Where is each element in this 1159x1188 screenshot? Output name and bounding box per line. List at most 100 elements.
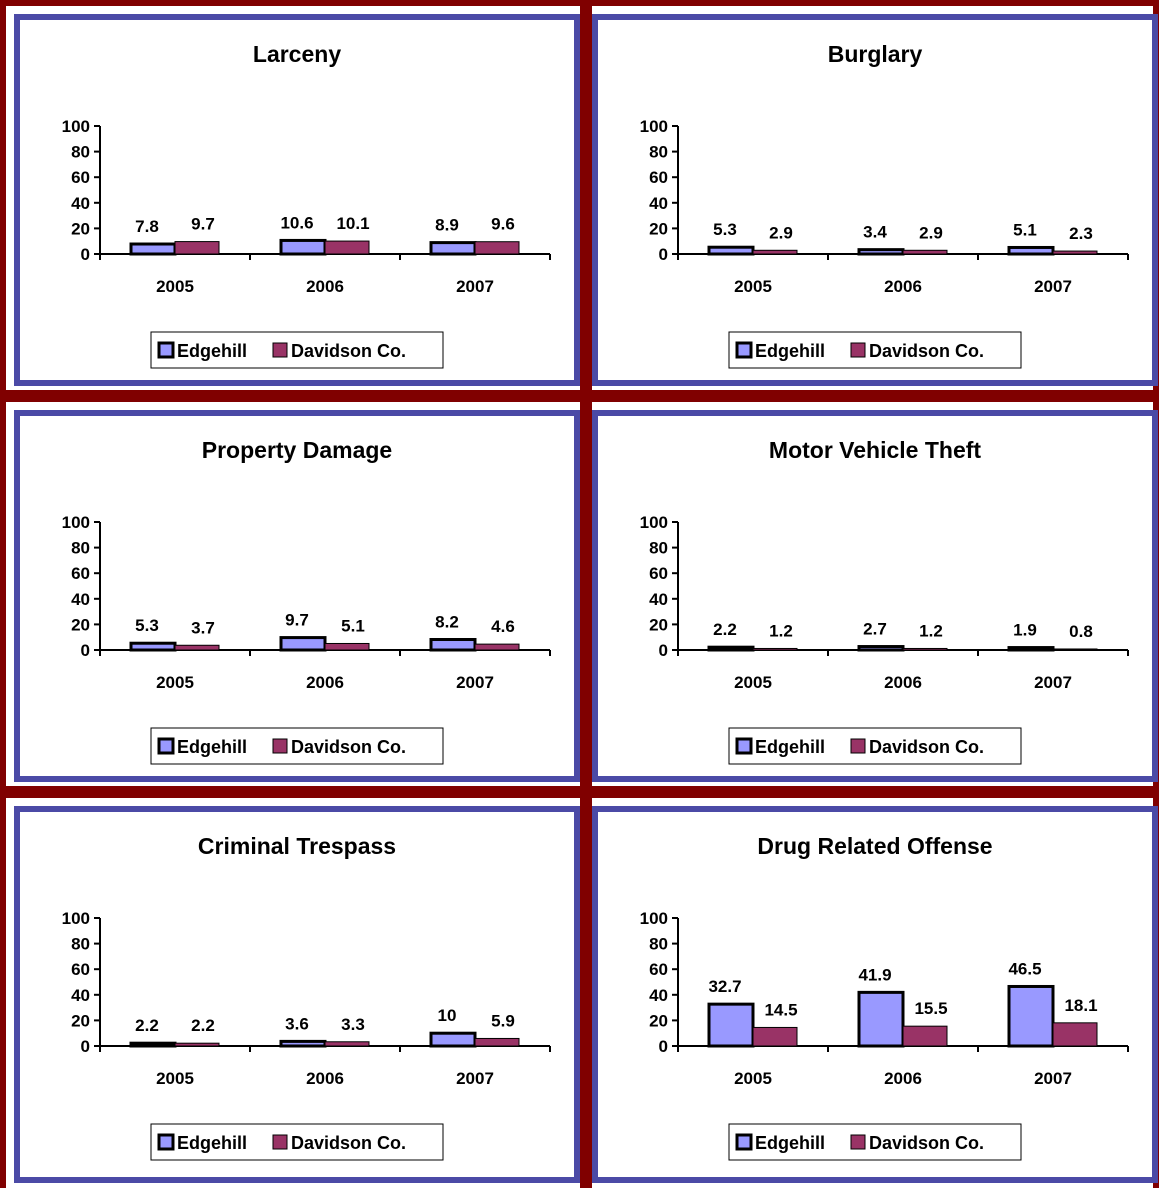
data-label: 2.9 xyxy=(769,223,793,242)
bar-edgehill-2005 xyxy=(129,641,177,652)
chart-panel-criminal-trespass: Criminal Trespass 0 20 40 60 80 100 2005 2.2 2.2 2… xyxy=(14,806,580,1183)
divider-row-1 xyxy=(0,390,1159,402)
chart-panel-drug-related-offense: Drug Related Offense 0 20 40 60 80 100 2005 32.7… xyxy=(592,806,1158,1183)
x-tick-label: 2007 xyxy=(1034,277,1072,296)
y-tick-label: 80 xyxy=(649,935,668,954)
y-tick-label: 0 xyxy=(81,245,90,264)
data-label: 4.6 xyxy=(491,617,515,636)
bar-edgehill-2007 xyxy=(429,241,477,256)
data-label: 10 xyxy=(438,1006,457,1025)
bar-edgehill-2005 xyxy=(707,245,755,256)
bar-edgehill-2006 xyxy=(857,248,905,256)
data-label: 10.1 xyxy=(336,214,369,233)
bar-davidson-co-2007 xyxy=(474,1037,520,1047)
legend-box xyxy=(728,727,1022,765)
y-tick-label: 60 xyxy=(649,564,668,583)
data-label: 46.5 xyxy=(1008,959,1041,978)
y-tick-label: 100 xyxy=(62,513,90,532)
x-tick-label: 2005 xyxy=(156,1069,194,1088)
x-tick-label: 2007 xyxy=(456,277,494,296)
y-tick-label: 40 xyxy=(71,590,90,609)
bar-davidson-co-2007 xyxy=(474,643,520,651)
chart-drug-related-offense: Drug Related Offense 0 20 40 60 80 100 2005 32.7… xyxy=(640,833,1129,1161)
x-tick-label: 2005 xyxy=(734,277,772,296)
bar-davidson-co-2007 xyxy=(1052,1022,1098,1047)
legend-label-davidson-co: Davidson Co. xyxy=(291,341,406,361)
y-tick-label: 0 xyxy=(659,641,668,660)
y-tick-label: 80 xyxy=(649,143,668,162)
data-label: 2.3 xyxy=(1069,224,1093,243)
chart-panel-larceny: Larceny 0 20 40 60 80 100 2005 7.8 9.7 2006 10.6 10.… xyxy=(14,14,580,386)
divider-row-2 xyxy=(0,786,1159,798)
data-label: 5.3 xyxy=(713,220,737,239)
bar-davidson-co-2005 xyxy=(752,647,798,651)
legend-label-edgehill: Edgehill xyxy=(177,341,247,361)
data-label: 1.2 xyxy=(919,621,943,640)
x-tick-label: 2005 xyxy=(156,277,194,296)
bar-davidson-co-2005 xyxy=(174,644,220,651)
data-label: 3.3 xyxy=(341,1015,365,1034)
bar-davidson-co-2006 xyxy=(902,249,948,255)
y-tick-label: 20 xyxy=(649,615,668,634)
y-tick-label: 100 xyxy=(640,117,668,136)
y-tick-label: 100 xyxy=(62,117,90,136)
y-tick-label: 0 xyxy=(81,641,90,660)
legend-swatch-davidson-co xyxy=(272,342,288,358)
bar-davidson-co-2005 xyxy=(752,249,798,255)
y-tick-label: 0 xyxy=(81,1037,90,1056)
bar-edgehill-2006 xyxy=(279,1039,327,1048)
y-tick-label: 0 xyxy=(659,245,668,264)
x-tick-label: 2006 xyxy=(884,673,922,692)
data-label: 5.9 xyxy=(491,1011,515,1030)
legend-swatch-edgehill xyxy=(157,1133,175,1151)
chart-title: Motor Vehicle Theft xyxy=(769,437,981,463)
legend-box xyxy=(728,1123,1022,1161)
x-tick-label: 2007 xyxy=(456,673,494,692)
bar-edgehill-2007 xyxy=(429,638,477,652)
legend-box xyxy=(150,331,444,369)
y-tick-label: 60 xyxy=(649,168,668,187)
legend-label-davidson-co: Davidson Co. xyxy=(291,1133,406,1153)
x-tick-label: 2006 xyxy=(884,277,922,296)
bar-davidson-co-2005 xyxy=(752,1026,798,1047)
legend-swatch-davidson-co xyxy=(850,342,866,358)
y-tick-label: 100 xyxy=(640,513,668,532)
chart-motor-vehicle-theft: Motor Vehicle Theft 0 20 40 60 80 100 2005 2.2 1.… xyxy=(640,437,1129,765)
y-tick-label: 40 xyxy=(71,194,90,213)
data-label: 1.9 xyxy=(1013,621,1037,640)
data-label: 2.7 xyxy=(863,620,887,639)
bar-edgehill-2005 xyxy=(129,1041,177,1048)
bar-edgehill-2005 xyxy=(129,242,177,256)
chart-panel-property-damage: Property Damage 0 20 40 60 80 100 2005 5.3 3.7 200… xyxy=(14,410,580,782)
bar-edgehill-2005 xyxy=(707,1002,755,1048)
y-tick-label: 20 xyxy=(71,219,90,238)
data-label: 5.1 xyxy=(1013,220,1037,239)
y-tick-label: 20 xyxy=(71,615,90,634)
bar-davidson-co-2006 xyxy=(324,240,370,255)
chart-title: Burglary xyxy=(828,41,923,67)
bar-davidson-co-2007 xyxy=(1052,648,1098,651)
legend-label-davidson-co: Davidson Co. xyxy=(869,1133,984,1153)
divider-middle-vertical xyxy=(580,0,592,1188)
chart-property-damage: Property Damage 0 20 40 60 80 100 2005 5.3 3.7 200… xyxy=(62,437,551,765)
data-label: 5.1 xyxy=(341,616,365,635)
chart-panel-burglary: Burglary 0 20 40 60 80 100 2005 5.3 2.9 2006 3.4 2.9… xyxy=(592,14,1158,386)
data-label: 9.6 xyxy=(491,215,515,234)
legend-label-davidson-co: Davidson Co. xyxy=(869,737,984,757)
legend-label-edgehill: Edgehill xyxy=(177,1133,247,1153)
y-tick-label: 40 xyxy=(649,590,668,609)
y-tick-label: 80 xyxy=(71,935,90,954)
y-tick-label: 60 xyxy=(71,564,90,583)
chart-burglary: Burglary 0 20 40 60 80 100 2005 5.3 2.9 2006 3.4 2.9… xyxy=(640,41,1129,369)
x-tick-label: 2007 xyxy=(456,1069,494,1088)
legend-box xyxy=(728,331,1022,369)
x-tick-label: 2006 xyxy=(306,1069,344,1088)
y-tick-label: 40 xyxy=(71,986,90,1005)
legend-label-edgehill: Edgehill xyxy=(755,737,825,757)
bar-davidson-co-2006 xyxy=(902,647,948,651)
data-label: 3.7 xyxy=(191,618,215,637)
chart-title: Property Damage xyxy=(202,437,392,463)
y-tick-label: 100 xyxy=(640,909,668,928)
legend-swatch-davidson-co xyxy=(272,1134,288,1150)
